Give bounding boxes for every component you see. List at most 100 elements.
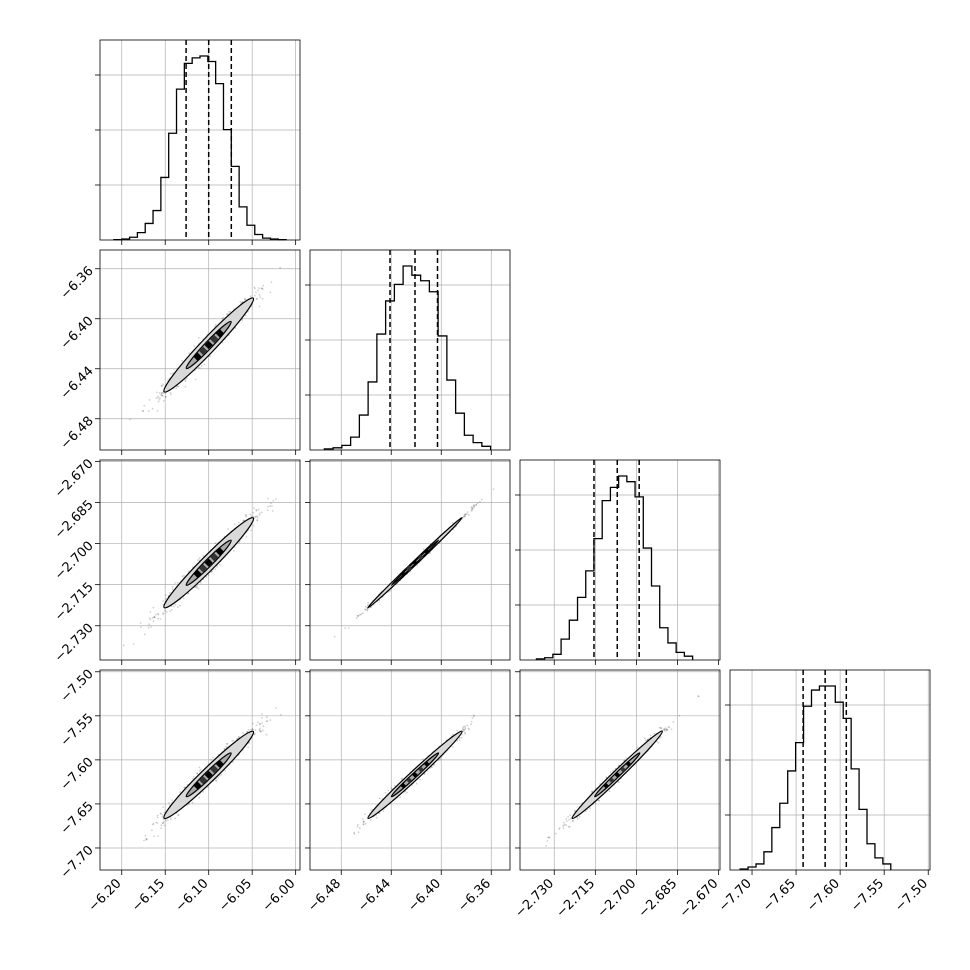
sample-point: [151, 407, 154, 410]
histogram-bin: [619, 476, 627, 660]
sample-point: [218, 774, 221, 777]
sample-point: [256, 519, 259, 522]
sample-point: [155, 397, 158, 400]
sample-point: [254, 287, 256, 290]
sample-point: [171, 799, 174, 801]
sample-point: [237, 521, 240, 524]
sample-point: [142, 409, 145, 412]
sample-point: [148, 617, 151, 619]
sample-point: [467, 514, 470, 516]
sample-point: [279, 266, 281, 269]
sample-point: [165, 819, 168, 822]
histogram-bin: [177, 89, 185, 240]
sample-point: [193, 345, 196, 348]
sample-point: [255, 509, 258, 511]
sample-point: [472, 504, 475, 507]
sample-point: [129, 418, 131, 421]
sample-point: [157, 617, 160, 620]
y-tick-label: −2.685: [52, 498, 97, 543]
sample-point: [171, 585, 174, 588]
scatter-area: [143, 707, 282, 842]
sample-point: [147, 626, 150, 629]
sample-point: [244, 298, 246, 301]
sample-point: [170, 608, 173, 611]
sample-point: [203, 363, 206, 366]
histogram-bin: [192, 58, 200, 240]
sample-point: [267, 497, 269, 500]
histogram-bin: [200, 56, 208, 240]
x-tick-label: −7.65: [760, 876, 799, 915]
histogram-bin: [247, 225, 255, 240]
sample-point: [394, 784, 396, 787]
sample-point: [265, 716, 268, 719]
histogram-bin: [756, 864, 764, 870]
sample-point: [357, 824, 359, 826]
histogram-bin: [231, 166, 239, 240]
sample-point: [253, 286, 256, 289]
sample-point: [471, 507, 474, 510]
sample-point: [245, 514, 248, 517]
sample-point: [161, 385, 163, 388]
sample-point: [162, 383, 165, 386]
sample-point: [451, 521, 454, 524]
sample-point: [153, 616, 156, 618]
sample-point: [253, 733, 256, 736]
sample-point: [344, 627, 347, 630]
sample-point: [245, 535, 248, 538]
sample-point: [259, 512, 261, 515]
histogram-bin: [351, 437, 360, 450]
sample-point: [464, 725, 466, 728]
histogram-bin: [875, 858, 883, 870]
sample-point: [244, 298, 247, 301]
histogram-bin: [627, 482, 635, 660]
histogram-bin: [843, 718, 851, 870]
sample-point: [364, 605, 367, 608]
sample-point: [170, 393, 173, 396]
histogram-bin: [456, 413, 465, 450]
sample-point: [362, 823, 365, 826]
sample-point: [274, 498, 277, 500]
sample-point: [562, 825, 564, 828]
sample-point: [161, 822, 164, 824]
sample-point: [214, 542, 217, 544]
sample-point: [250, 728, 253, 731]
sample-point: [184, 385, 187, 388]
sample-point: [257, 508, 260, 511]
sample-point: [192, 776, 195, 778]
sample-point: [217, 776, 220, 779]
histogram-bin: [473, 443, 482, 450]
sample-point: [415, 782, 418, 785]
sample-point: [177, 814, 180, 817]
sample-point: [198, 766, 201, 769]
sample-point: [148, 623, 151, 626]
sample-point: [256, 516, 259, 519]
sample-point: [158, 392, 161, 394]
sample-point: [160, 392, 163, 394]
sample-point: [464, 513, 467, 516]
axes-frame: [99, 459, 301, 661]
sample-point: [145, 839, 148, 841]
x-tick-label: −7.55: [848, 876, 887, 915]
sample-point: [194, 378, 197, 381]
sample-point: [169, 816, 172, 819]
sample-point: [471, 508, 474, 511]
sample-point: [399, 796, 401, 798]
sample-point: [258, 294, 261, 296]
density-block: [423, 548, 430, 555]
sample-point: [169, 392, 172, 394]
sample-point: [464, 513, 467, 516]
sample-point: [244, 297, 246, 300]
sample-point: [462, 728, 464, 731]
sample-point: [462, 727, 464, 730]
sample-point: [384, 791, 387, 794]
sample-point: [162, 822, 165, 825]
sample-point: [157, 395, 159, 398]
sample-point: [160, 394, 163, 397]
histogram-bin: [412, 275, 421, 450]
scatter-area: [122, 497, 277, 647]
sample-point: [171, 588, 174, 590]
sample-point: [362, 820, 365, 823]
sample-point: [241, 319, 244, 322]
histogram-bin: [394, 284, 403, 450]
histogram-bin: [867, 844, 875, 870]
